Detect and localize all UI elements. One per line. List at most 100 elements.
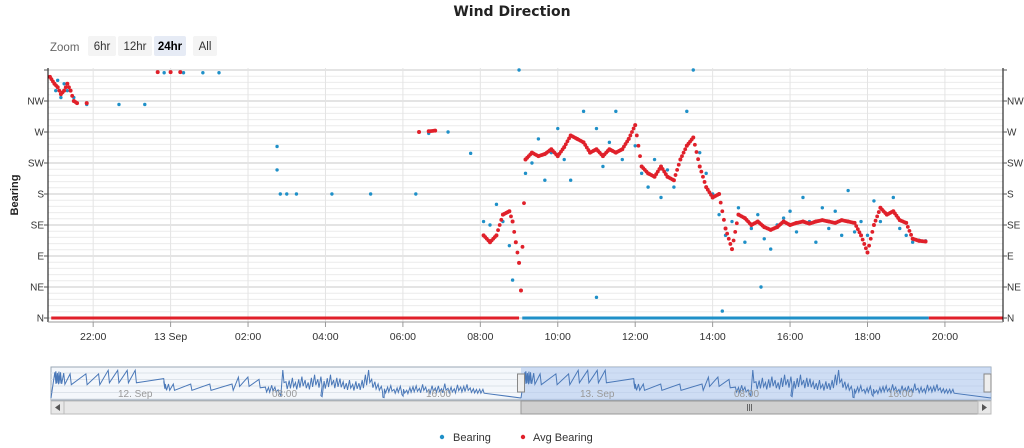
plot-area[interactable]	[47, 68, 1004, 323]
data-point	[875, 214, 880, 219]
navigator-label: 12. Sep	[118, 389, 153, 400]
y-tick-label-left: S	[37, 190, 44, 201]
x-tick-label: 08:00	[467, 331, 493, 343]
data-point	[499, 217, 504, 222]
data-point	[854, 224, 859, 228]
data-point	[631, 126, 636, 131]
data-point	[872, 199, 876, 203]
data-point	[54, 88, 58, 93]
data-point	[728, 242, 733, 246]
y-tick-label-right: NE	[1007, 283, 1021, 294]
data-point	[556, 126, 560, 131]
data-point	[278, 192, 282, 196]
data-point	[630, 130, 634, 134]
navigator-handle-left[interactable]	[517, 373, 525, 393]
data-point	[84, 101, 89, 106]
data-point	[923, 239, 928, 244]
data-point	[909, 232, 913, 237]
y-tick-label-left: NE	[30, 283, 44, 294]
data-point	[510, 278, 515, 282]
navigator-handle-right[interactable]	[983, 373, 992, 393]
navigator-labels: 12. Sep 08:00 16:00 13. Sep 08:00 16:00	[118, 389, 913, 400]
data-point	[62, 82, 66, 86]
data-point	[168, 70, 173, 75]
x-tick-label: 04:00	[312, 331, 338, 343]
data-point	[862, 242, 867, 246]
data-point	[904, 233, 908, 238]
data-point	[626, 136, 631, 141]
data-point	[723, 226, 728, 231]
data-point	[659, 195, 663, 200]
data-point	[720, 209, 725, 214]
data-point	[726, 236, 731, 241]
data-point	[143, 102, 147, 107]
navigator-label: 16:00	[888, 389, 913, 400]
legend: Bearing Avg Bearing	[439, 432, 593, 444]
zoom-button-12hr[interactable]: 12hr	[118, 36, 152, 56]
zero-bearing-span	[928, 316, 1003, 320]
x-tick-label: 20:00	[932, 331, 958, 343]
data-point	[855, 227, 860, 232]
data-point	[594, 126, 599, 131]
data-point	[736, 206, 741, 210]
navigator-label: 08:00	[272, 389, 297, 400]
data-point	[696, 157, 701, 162]
data-point	[68, 88, 73, 93]
legend-item-avg-bearing[interactable]: Avg Bearing	[520, 432, 593, 444]
data-point	[781, 216, 786, 220]
data-point	[759, 285, 763, 289]
data-point	[852, 220, 857, 225]
navigator[interactable]: 12. Sep 08:00 16:00 13. Sep 08:00 16:00	[50, 366, 992, 415]
data-point	[725, 231, 730, 236]
y-tick-label-left: SE	[31, 221, 45, 232]
data-point	[628, 133, 633, 138]
data-point	[910, 240, 915, 244]
zoom-button-all[interactable]: All	[193, 36, 217, 56]
data-point	[201, 71, 205, 75]
data-point	[814, 240, 818, 244]
zoom-button-6hr[interactable]: 6hr	[88, 36, 116, 56]
data-point	[692, 142, 697, 147]
zero-bearing-span	[51, 316, 520, 320]
legend-item-bearing[interactable]: Bearing	[439, 432, 491, 444]
data-point	[722, 217, 726, 222]
scrollbar-grip-icon	[747, 404, 752, 411]
y-tick-label-right: N	[1007, 314, 1014, 325]
data-point	[494, 233, 499, 238]
data-point	[762, 237, 766, 241]
data-point	[468, 151, 473, 156]
data-point	[155, 70, 160, 75]
data-point	[594, 295, 599, 300]
data-point	[446, 130, 450, 134]
avg-bearing-series	[47, 70, 928, 293]
zoom-button-label: 24hr	[158, 41, 183, 53]
data-point	[820, 206, 825, 210]
data-point	[697, 164, 702, 169]
data-point	[634, 133, 639, 138]
y-tick-label-left: W	[35, 128, 45, 139]
data-point	[699, 169, 704, 174]
data-point	[178, 70, 183, 75]
data-point	[731, 238, 736, 243]
data-point	[488, 223, 492, 227]
y-tick-label-left: NW	[27, 97, 44, 108]
y-tick-label-right: SW	[1007, 159, 1024, 170]
data-point	[517, 68, 521, 72]
zoom-button-24hr[interactable]: 24hr	[154, 36, 186, 56]
data-point	[907, 228, 912, 233]
data-point	[497, 223, 502, 227]
data-point	[520, 244, 525, 249]
navigator-series-line	[50, 368, 992, 399]
data-point	[507, 243, 512, 248]
zoom-label: Zoom	[50, 42, 79, 54]
data-point	[567, 136, 571, 141]
data-point	[904, 220, 909, 225]
data-point	[275, 168, 279, 172]
zoom-button-label: All	[199, 41, 212, 53]
y-tick-label-left: N	[37, 314, 44, 325]
data-point	[633, 144, 637, 148]
data-point	[678, 157, 683, 162]
data-point	[801, 195, 805, 200]
data-point	[769, 247, 773, 251]
y-axis-title: Bearing	[9, 175, 21, 216]
